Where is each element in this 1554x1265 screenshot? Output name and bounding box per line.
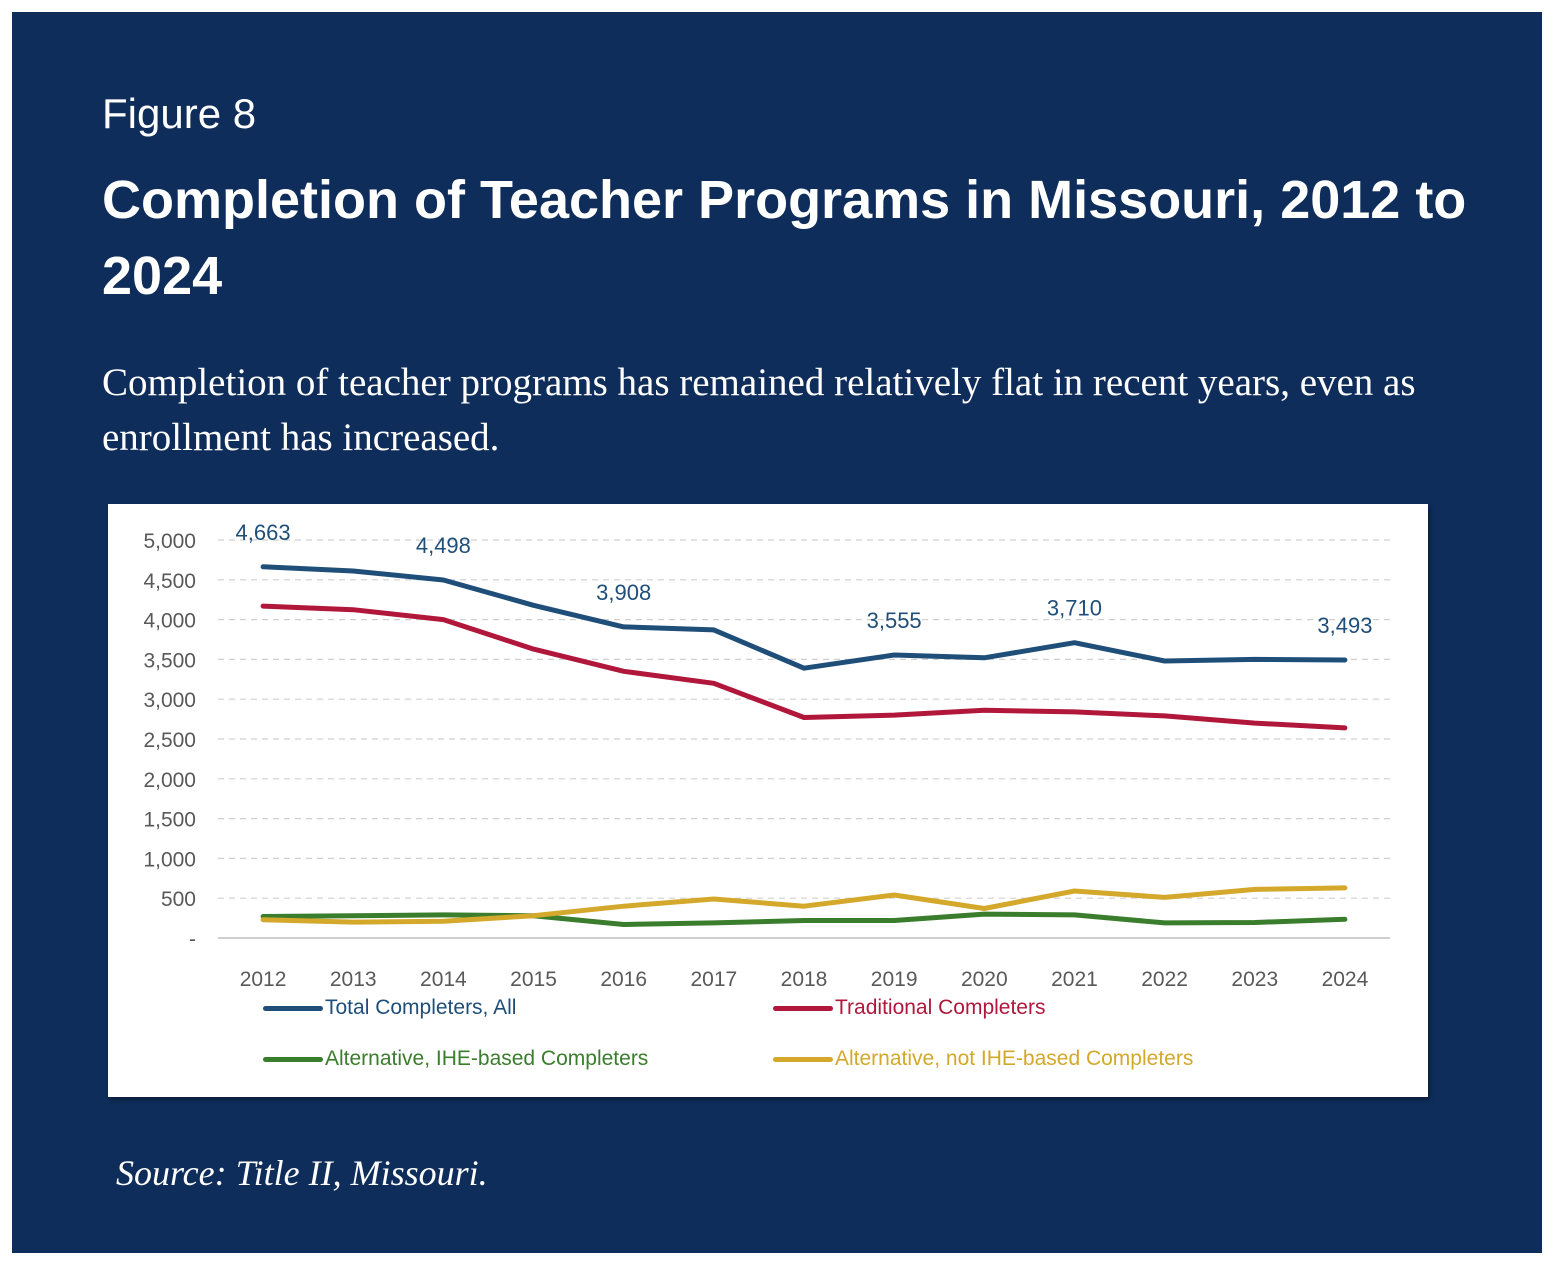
x-tick-label: 2019: [871, 968, 918, 991]
y-tick-label: 2,000: [143, 769, 196, 792]
legend-item: Alternative, IHE-based Completers: [263, 1047, 648, 1071]
series-line: [260, 603, 1348, 731]
x-tick-label: 2022: [1141, 968, 1188, 991]
figure-label: Figure 8: [102, 90, 257, 137]
figure-subtitle: Completion of teacher programs has remai…: [102, 361, 1416, 459]
legend-swatch: [263, 1056, 323, 1062]
legend-swatch: [773, 1056, 833, 1062]
legend-swatch: [773, 1005, 833, 1011]
y-tick-label: 3,500: [143, 649, 196, 672]
legend-item: Traditional Completers: [773, 996, 1045, 1020]
x-tick-label: 2014: [420, 968, 467, 991]
y-tick-label: 3,000: [143, 689, 196, 712]
x-tick-label: 2024: [1322, 968, 1369, 991]
series-line: [260, 885, 1348, 925]
data-label: 4,498: [416, 533, 471, 558]
legend-label: Alternative, not IHE-based Completers: [835, 1047, 1194, 1070]
x-tick-label: 2015: [510, 968, 557, 991]
y-tick-label: 500: [161, 888, 196, 911]
data-label: 3,555: [867, 608, 922, 633]
x-tick-label: 2016: [600, 968, 647, 991]
legend-item: Total Completers, All: [263, 996, 516, 1020]
line-chart: - 500 1,000 1,500 2,000 2,500 3,000 3,500 4,000 4…: [143, 520, 1390, 991]
x-tick-label: 2017: [690, 968, 737, 991]
data-label: 4,663: [236, 520, 291, 545]
y-tick-label: 4,000: [143, 610, 196, 633]
y-tick-label: -: [189, 928, 196, 951]
x-tick-label: 2020: [961, 968, 1008, 991]
x-tick-label: 2021: [1051, 968, 1098, 991]
y-tick-label: 4,500: [143, 570, 196, 593]
figure-panel: Figure 8 Completion of Teacher Programs …: [12, 12, 1542, 1253]
legend-label: Alternative, IHE-based Completers: [325, 1047, 649, 1070]
x-tick-label: 2018: [781, 968, 828, 991]
y-tick-label: 1,000: [143, 848, 196, 871]
y-tick-label: 2,500: [143, 729, 196, 752]
y-tick-label: 1,500: [143, 809, 196, 832]
y-tick-label: 5,000: [143, 530, 196, 553]
series-line: [260, 564, 1348, 671]
x-tick-label: 2013: [330, 968, 377, 991]
figure-title: Completion of Teacher Programs in Missou…: [102, 170, 1467, 306]
x-tick-label: 2023: [1231, 968, 1278, 991]
x-tick-label: 2012: [240, 968, 287, 991]
legend-swatch: [263, 1005, 323, 1011]
legend-label: Traditional Completers: [835, 996, 1046, 1019]
legend-label: Total Completers, All: [325, 996, 517, 1019]
series-line: [260, 911, 1348, 927]
chart-card: - 500 1,000 1,500 2,000 2,500 3,000 3,500 4,000 4…: [108, 504, 1428, 1097]
data-label: 3,710: [1047, 596, 1102, 621]
data-label: 3,908: [596, 580, 651, 605]
source-note: Source: Title II, Missouri.: [116, 1153, 488, 1193]
legend-item: Alternative, not IHE-based Completers: [773, 1047, 1193, 1071]
data-label: 3,493: [1317, 613, 1372, 638]
